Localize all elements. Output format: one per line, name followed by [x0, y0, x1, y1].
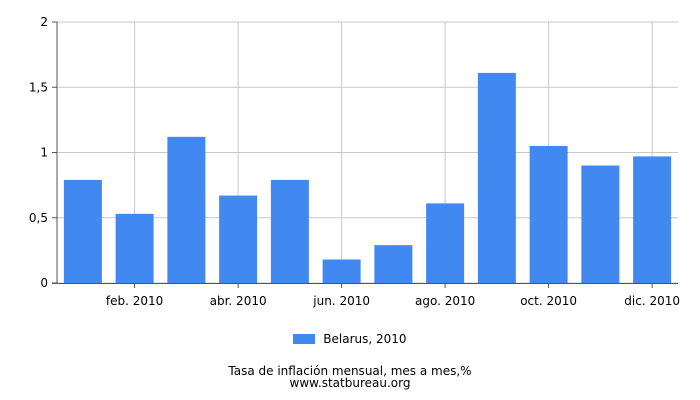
y-tick-label: 1 — [40, 146, 48, 160]
bar — [633, 156, 672, 283]
bar — [270, 179, 309, 283]
bar — [322, 259, 361, 283]
bar — [167, 136, 206, 283]
source-link[interactable]: www.statbureau.org — [289, 376, 411, 390]
bar — [219, 195, 258, 283]
bar — [529, 145, 568, 283]
y-tick-label: 0,5 — [29, 211, 48, 225]
y-tick-label: 0 — [40, 276, 48, 290]
x-tick-label: ago. 2010 — [415, 294, 475, 308]
chart-title: Tasa de inflación mensual, mes a mes,% — [228, 364, 472, 378]
x-tick-label: abr. 2010 — [210, 294, 267, 308]
bar — [426, 203, 465, 283]
bar — [477, 72, 516, 284]
x-tick-label: oct. 2010 — [520, 294, 577, 308]
y-tick-label: 2 — [40, 15, 48, 29]
legend-label: Belarus, 2010 — [323, 332, 407, 346]
bar — [581, 165, 620, 283]
bar — [374, 245, 413, 283]
bar — [63, 179, 102, 283]
bar — [115, 213, 154, 283]
bar-chart: 0 0,5 1 1,5 2 feb. 2010 abr. 2010 jun. 2010 ago.… — [29, 15, 680, 308]
y-tick-label: 1,5 — [29, 80, 48, 94]
legend-swatch — [293, 333, 316, 344]
legend: Belarus, 2010 — [0, 332, 700, 346]
x-tick-label: feb. 2010 — [106, 294, 163, 308]
x-tick-label: jun. 2010 — [312, 294, 370, 308]
x-tick-label: dic. 2010 — [624, 294, 680, 308]
